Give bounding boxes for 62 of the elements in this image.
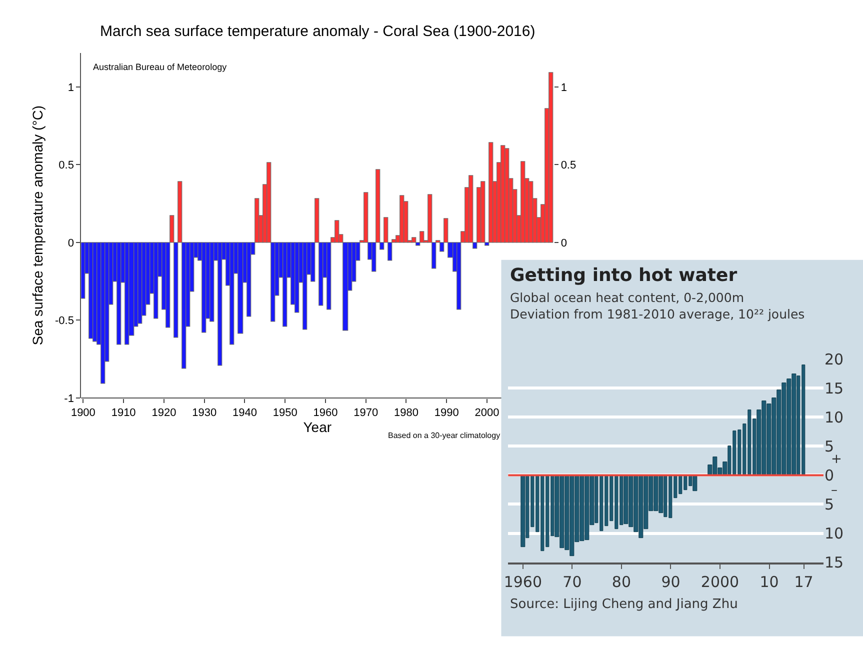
x-tick-label: 1960 xyxy=(313,407,338,420)
text: – xyxy=(831,483,838,498)
text: Based on a 30-year climatology xyxy=(388,431,500,440)
bar xyxy=(480,181,486,243)
y-tick-label: 0 xyxy=(824,466,834,484)
x-tick-label: 80 xyxy=(612,573,632,592)
bar xyxy=(412,237,416,243)
bar xyxy=(520,474,526,548)
bar xyxy=(210,242,214,322)
y-axis-title: Sea surface temperature anomaly (°C) xyxy=(30,105,46,346)
bar xyxy=(230,242,234,345)
x-tick-label: 1900 xyxy=(70,407,96,420)
y-tick-label: -1 xyxy=(64,392,74,405)
x-tick-label: 90 xyxy=(661,573,680,592)
bar xyxy=(420,231,424,243)
y-tick-label: 0 xyxy=(68,237,74,250)
y-tick-label: 15 xyxy=(824,379,844,398)
bar xyxy=(238,242,244,334)
y-tick-label: 15 xyxy=(824,554,844,572)
x-tick-label: 1990 xyxy=(434,407,459,420)
x-tick-label: 1980 xyxy=(394,407,418,420)
chart-title: Getting into hot water xyxy=(510,265,738,286)
y-tick-label: 20 xyxy=(824,350,844,368)
x-tick-label: 10 xyxy=(760,573,779,592)
y2-tick-label: 0.5 xyxy=(560,160,576,172)
y-tick-label: 0.5 xyxy=(58,160,74,172)
y-tick-label: -0.5 xyxy=(54,315,74,328)
x-tick-label: 17 xyxy=(794,573,814,592)
bar xyxy=(294,242,300,313)
x-tick-label: 1940 xyxy=(232,407,257,420)
source-note: Source: Lijing Cheng and Jiang Zhu xyxy=(510,597,738,612)
x-tick-label: 1950 xyxy=(272,407,298,420)
annotation: Australian Bureau of Meteorology xyxy=(93,62,228,72)
bar xyxy=(116,242,122,345)
bar xyxy=(548,72,554,243)
bar xyxy=(692,474,698,492)
x-tick-label: 1960 xyxy=(504,573,542,592)
chart-title: March sea surface temperature anomaly - Coral Sea (1900-2016) xyxy=(100,23,536,40)
y2-tick-label: 0 xyxy=(560,237,567,250)
y-tick-label: 1 xyxy=(68,82,74,94)
bar xyxy=(504,148,510,243)
x-tick-label: 1920 xyxy=(152,407,176,420)
x-tick-label: 2000 xyxy=(700,573,740,592)
x-tick-label: 1970 xyxy=(354,407,378,420)
y2-tick-label: 1 xyxy=(560,82,567,94)
x-tick-label: 1910 xyxy=(111,407,136,420)
bar xyxy=(282,242,288,327)
chart-subtitle: Global ocean heat content, 0-2,000m Deviation from 1981-2010 average, 10²² joules xyxy=(510,290,805,322)
bar xyxy=(302,242,308,330)
bar xyxy=(334,220,340,243)
y-tick-label: 5 xyxy=(824,495,834,514)
bar xyxy=(520,161,526,243)
bar xyxy=(488,142,494,243)
x-tick-label: 1930 xyxy=(192,407,217,420)
x-axis-title: Year xyxy=(303,419,332,436)
bar xyxy=(246,242,252,317)
x-tick-label: 70 xyxy=(562,573,582,592)
bar xyxy=(218,242,222,366)
y-tick-label: 10 xyxy=(824,524,844,543)
bar xyxy=(528,181,534,243)
bar xyxy=(154,242,158,319)
x-tick-label: 2000 xyxy=(474,407,500,420)
